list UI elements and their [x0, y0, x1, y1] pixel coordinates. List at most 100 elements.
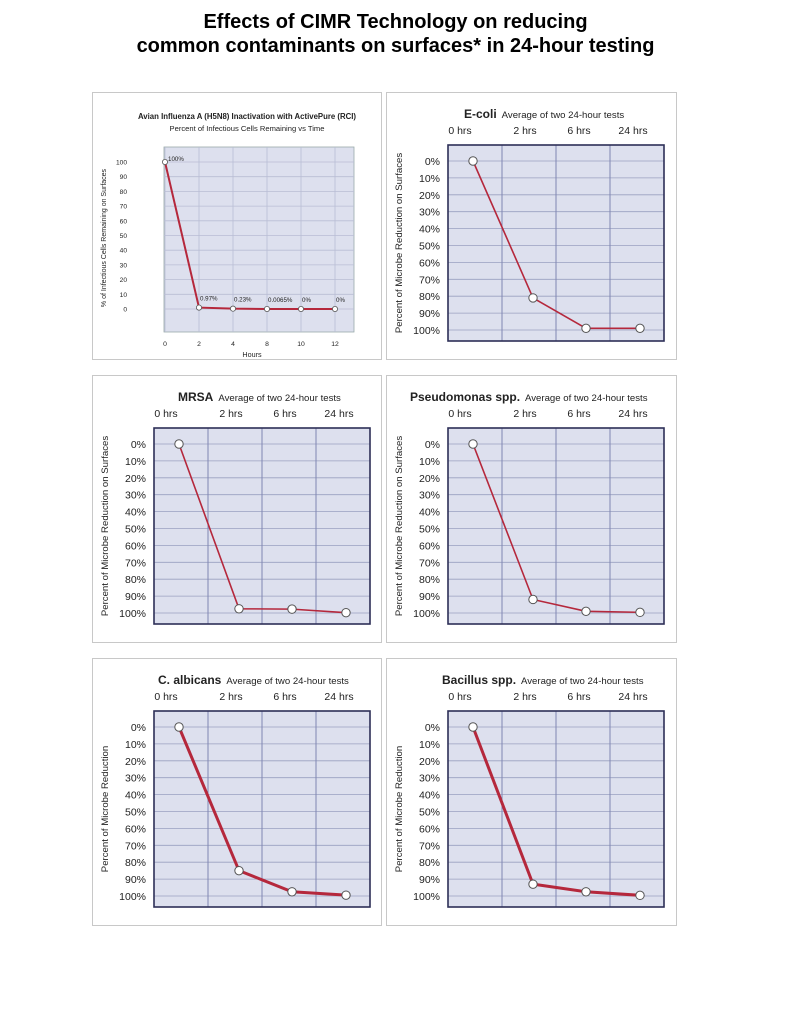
page-title-line-1: Effects of CIMR Technology on reducing — [203, 11, 588, 33]
y-tick-label: 10% — [419, 456, 440, 468]
y-tick-label: 20% — [419, 756, 440, 768]
y-tick-label: 50% — [125, 807, 146, 819]
data-point — [341, 607, 351, 618]
y-tick-label: 60% — [419, 540, 440, 552]
y-tick-label: 100% — [119, 891, 146, 903]
y-axis-label: Percent of Microbe Reduction on Surfaces — [394, 436, 405, 616]
data-point — [331, 305, 338, 312]
data-point — [297, 305, 304, 312]
plot-frame — [447, 427, 665, 625]
y-tick-label: 50% — [419, 807, 440, 819]
y-tick-label: 70% — [125, 840, 146, 852]
y-tick-label: 10% — [125, 739, 146, 751]
data-point — [635, 323, 645, 334]
series-line — [472, 160, 640, 330]
y-tick-label: 60% — [419, 257, 440, 269]
y-tick-label: 40% — [419, 507, 440, 519]
chart-subtitle: Average of two 24-hour tests — [502, 110, 625, 121]
data-label: 0% — [302, 297, 311, 304]
y-tick-label: 40% — [125, 790, 146, 802]
x-tick-label: 24 hrs — [324, 691, 353, 703]
data-label: 0.0065% — [268, 297, 293, 304]
data-point — [234, 604, 244, 614]
data-point — [229, 305, 236, 312]
y-tick-label: 80% — [125, 857, 146, 869]
y-tick-label: 40 — [120, 248, 128, 255]
data-point — [581, 606, 591, 617]
x-tick-label: 10 — [297, 341, 305, 348]
e-coli-chart: E-coli Average of two 24-hour tests 0% 10% 2… — [386, 92, 677, 360]
y-tick-label: 40% — [419, 790, 440, 802]
y-tick-label: 70% — [125, 557, 146, 569]
y-tick-label: 30% — [419, 773, 440, 785]
x-tick-label: 2 hrs — [513, 125, 536, 137]
y-tick-label: 80% — [419, 857, 440, 869]
y-tick-label: 60% — [125, 540, 146, 552]
y-tick-label: 50% — [419, 524, 440, 536]
x-tick-label: 0 hrs — [154, 691, 177, 703]
x-tick-label: 6 hrs — [567, 408, 590, 420]
x-tick-label: 6 hrs — [273, 408, 296, 420]
chart-title: Bacillus spp. Average of two 24-hour test… — [442, 673, 644, 687]
y-axis-label: % of Infectious Cells Remaining on Surfa… — [101, 168, 108, 307]
x-tick-label: 4 — [231, 341, 235, 348]
y-tick-label: 70% — [419, 274, 440, 286]
data-point — [581, 887, 591, 897]
x-tick-label: 0 hrs — [448, 691, 471, 703]
y-tick-label: 0% — [131, 722, 146, 734]
x-tick-label: 0 — [163, 341, 167, 348]
y-tick-label: 30% — [125, 773, 146, 785]
plot-area — [163, 146, 355, 333]
y-tick-label: 50% — [419, 241, 440, 253]
chart-subtitle: Average of two 24-hour tests — [525, 393, 648, 404]
data-point — [635, 607, 645, 618]
y-tick-label: 0% — [425, 722, 440, 734]
y-tick-label: 50% — [125, 524, 146, 536]
x-tick-label: 2 hrs — [513, 691, 536, 703]
y-tick-label: 100% — [413, 608, 440, 620]
x-tick-label: 0 hrs — [448, 408, 471, 420]
y-tick-label: 90 — [120, 174, 128, 181]
page-title: Effects of CIMR Technology on reducing c… — [0, 10, 791, 58]
y-tick-label: 70% — [419, 840, 440, 852]
data-point — [287, 887, 297, 897]
y-tick-label: 30% — [419, 490, 440, 502]
y-tick-label: 40% — [125, 507, 146, 519]
chart-subtitle: Average of two 24-hour tests — [226, 676, 349, 687]
x-tick-label: 24 hrs — [618, 691, 647, 703]
y-tick-label: 60% — [125, 823, 146, 835]
data-label: 100% — [168, 156, 184, 163]
y-tick-label: 90% — [125, 591, 146, 603]
pseudomonas-chart: Pseudomonas spp. Average of two 24-hour t… — [386, 375, 677, 643]
data-label: 0% — [336, 297, 345, 304]
y-axis-label: Percent of Microbe Reduction — [100, 746, 111, 872]
data-point — [174, 722, 184, 732]
y-tick-label: 30% — [125, 490, 146, 502]
plot-frame — [447, 710, 665, 908]
series-line — [178, 443, 347, 614]
chart-title-name: Bacillus spp. — [442, 673, 516, 687]
y-tick-label: 20 — [120, 277, 128, 284]
y-tick-label: 100% — [413, 325, 440, 337]
x-tick-label: 6 hrs — [567, 691, 590, 703]
chart-title: Avian Influenza A (H5N8) Inactivation wi… — [138, 112, 356, 121]
chart-title: Pseudomonas spp. Average of two 24-hour t… — [410, 390, 648, 404]
series-line — [164, 161, 335, 310]
y-tick-label: 90% — [419, 591, 440, 603]
data-point — [162, 159, 169, 166]
y-tick-label: 90% — [419, 874, 440, 886]
chart-subtitle: Average of two 24-hour tests — [521, 676, 644, 687]
data-point — [341, 890, 351, 900]
data-point — [528, 594, 538, 605]
x-tick-label: 0 hrs — [448, 125, 471, 137]
data-point — [287, 604, 297, 614]
x-axis-label: Hours — [242, 350, 262, 359]
data-point — [263, 305, 270, 312]
chart-subtitle: Average of two 24-hour tests — [218, 393, 341, 404]
y-tick-label: 20% — [419, 473, 440, 485]
y-tick-label: 80% — [125, 574, 146, 586]
y-tick-label: 80% — [419, 574, 440, 586]
y-tick-label: 0% — [425, 439, 440, 451]
y-tick-label: 20% — [125, 756, 146, 768]
x-tick-label: 24 hrs — [618, 408, 647, 420]
